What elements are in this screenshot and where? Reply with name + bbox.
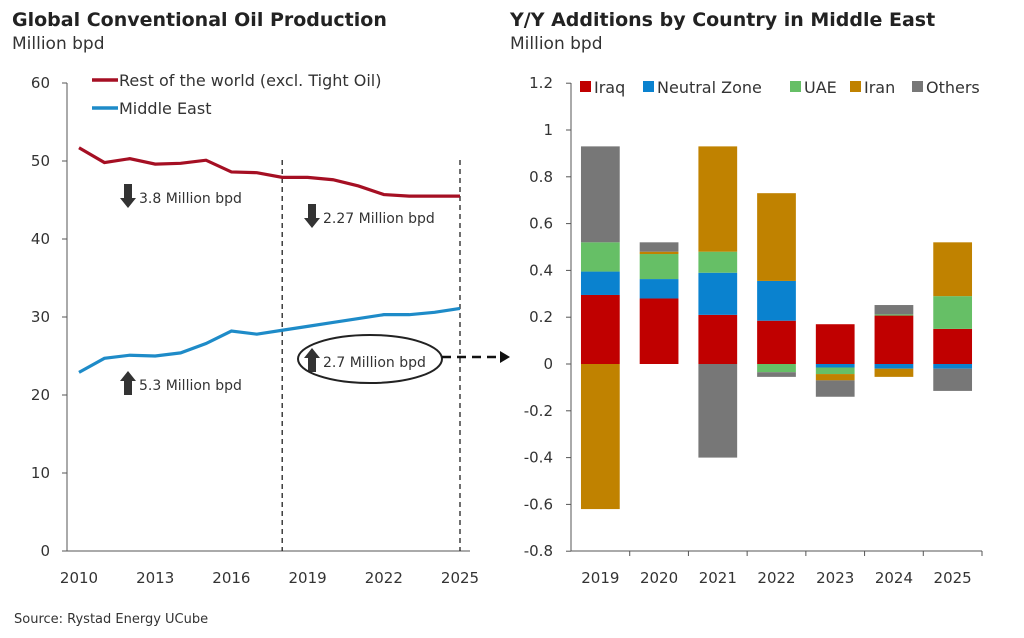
right-y-tick-label: -0.8: [524, 542, 553, 560]
bar-iraq-2020: [639, 298, 679, 364]
bar-iran-2021: [698, 146, 738, 252]
bar-iran-2019: [580, 364, 620, 510]
series-line-1: [78, 306, 461, 374]
down-arrow-icon: [304, 204, 320, 228]
legend-label: Neutral Zone: [657, 78, 762, 97]
legend-label: Others: [926, 78, 980, 97]
bar-neutral-zone-2021: [698, 272, 738, 315]
legend-swatch: [912, 81, 923, 92]
right-x-tick-label: 2024: [875, 569, 913, 587]
right-y-tick-label: 0.8: [529, 168, 553, 186]
legend-swatch: [790, 81, 801, 92]
bar-neutral-zone-2020: [639, 279, 679, 299]
legend-swatch: [850, 81, 861, 92]
bar-uae-2023: [815, 367, 855, 375]
right-y-tick-label: 1: [543, 121, 553, 139]
bar-iraq-2019: [580, 294, 620, 364]
annotation-label: 2.27 Million bpd: [323, 211, 435, 227]
right-x-tick-label: 2023: [816, 569, 854, 587]
bar-iran-2025: [933, 242, 973, 297]
bar-iraq-2023: [815, 324, 855, 364]
right-x-tick-label: 2019: [581, 569, 619, 587]
bar-others-2019: [580, 146, 620, 243]
legend-label: UAE: [804, 78, 837, 97]
bar-others-2021: [698, 364, 738, 458]
right-y-tick-label: 0: [543, 355, 553, 373]
annotation-label: 5.3 Million bpd: [139, 378, 242, 394]
bar-iran-2023: [815, 374, 855, 381]
bar-others-2020: [639, 242, 679, 252]
arrow-head-icon: [500, 351, 510, 363]
bar-neutral-zone-2024: [874, 364, 914, 369]
bar-uae-2021: [698, 251, 738, 273]
right-x-tick-label: 2022: [757, 569, 795, 587]
left-y-tick-label: 40: [31, 230, 50, 248]
left-y-tick-label: 60: [31, 74, 50, 92]
bar-neutral-zone-2019: [580, 271, 620, 295]
bar-iran-2022: [757, 193, 796, 281]
bar-neutral-zone-2023: [815, 364, 855, 368]
bar-iran-2020: [639, 251, 679, 255]
left-y-tick-label: 50: [31, 152, 50, 170]
left-x-tick-label: 2019: [289, 569, 327, 587]
bar-uae-2020: [639, 254, 679, 280]
bar-uae-2025: [933, 296, 973, 329]
left-chart-subtitle: Million bpd: [12, 34, 105, 54]
up-arrow-icon: [304, 348, 320, 372]
left-y-tick-label: 10: [31, 464, 50, 482]
legend-label: Rest of the world (excl. Tight Oil): [119, 71, 381, 90]
bar-others-2025: [933, 368, 973, 391]
bar-neutral-zone-2025: [933, 364, 973, 369]
right-y-tick-label: 0.4: [529, 261, 553, 279]
bar-others-2023: [815, 380, 855, 397]
bar-others-2022: [757, 372, 796, 377]
bar-uae-2022: [757, 364, 796, 373]
legend-label: Iran: [864, 78, 895, 97]
legend-label: Iraq: [594, 78, 625, 97]
right-x-tick-label: 2021: [699, 569, 737, 587]
left-y-tick-label: 20: [31, 386, 50, 404]
right-chart-subtitle: Million bpd: [510, 34, 603, 54]
annotation-label: 3.8 Million bpd: [139, 191, 242, 207]
bar-others-2024: [874, 305, 914, 315]
legend-swatch: [643, 81, 654, 92]
left-chart-title: Global Conventional Oil Production: [12, 9, 387, 31]
legend-label: Middle East: [119, 99, 211, 118]
bar-iraq-2021: [698, 314, 738, 364]
up-arrow-icon: [120, 371, 136, 395]
bar-uae-2019: [580, 242, 620, 272]
left-x-tick-label: 2013: [136, 569, 174, 587]
left-x-tick-label: 2010: [60, 569, 98, 587]
right-chart-title: Y/Y Additions by Country in Middle East: [510, 9, 936, 31]
bar-uae-2024: [874, 314, 914, 316]
bar-iraq-2024: [874, 315, 914, 364]
right-x-tick-label: 2020: [640, 569, 678, 587]
annotation-circle: [297, 334, 443, 384]
right-y-tick-label: 0.6: [529, 215, 553, 233]
bar-iraq-2022: [757, 320, 796, 364]
annotation-label: 2.7 Million bpd: [323, 355, 426, 371]
series-line-0: [78, 146, 460, 198]
bar-neutral-zone-2022: [757, 280, 796, 321]
right-y-tick-label: -0.4: [524, 449, 553, 467]
left-x-tick-label: 2016: [212, 569, 250, 587]
left-y-tick-label: 30: [31, 308, 50, 326]
down-arrow-icon: [120, 184, 136, 208]
left-y-tick-label: 0: [40, 542, 50, 560]
source-note: Source: Rystad Energy UCube: [14, 612, 209, 627]
right-y-tick-label: -0.6: [524, 495, 553, 513]
right-y-tick-label: 1.2: [529, 74, 553, 92]
legend-swatch: [580, 81, 591, 92]
right-x-tick-label: 2025: [934, 569, 972, 587]
right-y-tick-label: 0.2: [529, 308, 553, 326]
left-x-tick-label: 2025: [441, 569, 479, 587]
left-x-tick-label: 2022: [365, 569, 403, 587]
right-y-tick-label: -0.2: [524, 402, 553, 420]
bar-iraq-2025: [933, 328, 973, 364]
bar-iran-2024: [874, 368, 914, 377]
